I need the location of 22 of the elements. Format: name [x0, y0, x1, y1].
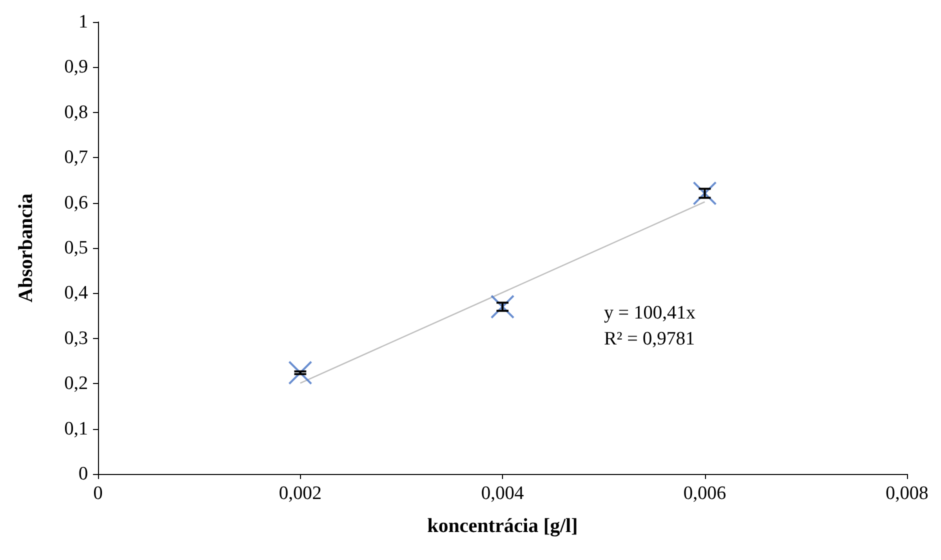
x-tick-label: 0,004	[481, 483, 524, 504]
y-tick-label: 0,7	[64, 147, 88, 168]
x-tick-label: 0	[93, 483, 103, 504]
y-tick-label: 0,9	[64, 56, 88, 78]
y-tick-label: 0	[78, 464, 88, 484]
y-tick-label: 0,8	[64, 102, 88, 123]
x-tick-label: 0,002	[278, 483, 322, 504]
y-tick-label: 0,1	[64, 418, 88, 440]
point	[490, 294, 514, 319]
y-tick-label: 0,3	[64, 328, 88, 349]
y-tick-label: 0,6	[64, 192, 88, 214]
x-tick-label: 0,006	[683, 483, 726, 504]
annotation: y = 100,41x R² = 0,9781	[604, 302, 696, 350]
y-tick-label: 0,2	[64, 373, 88, 394]
point	[692, 181, 717, 206]
y-tick-label: 0,5	[64, 238, 88, 258]
y-axis-title: Absorbancia	[15, 194, 37, 302]
point	[288, 360, 312, 385]
y-tick-label: 1	[78, 12, 88, 32]
y-tick-label: 0,4	[64, 282, 88, 304]
x-axis-title: koncentrácia [g/l]	[427, 515, 578, 537]
x-tick-label: 0,008	[886, 483, 928, 504]
